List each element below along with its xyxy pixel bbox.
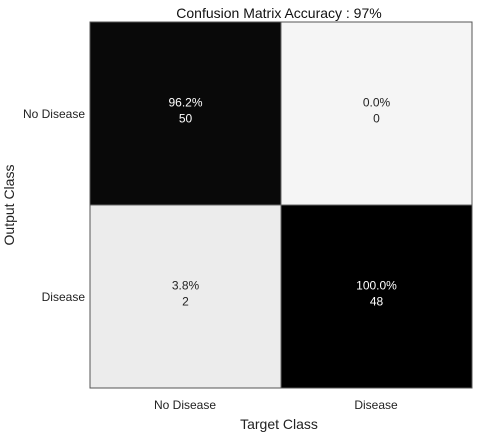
cell-percent-r0-c1: 0.0% [363,96,391,110]
x-tick-disease: Disease [354,398,398,412]
chart-title: Confusion Matrix Accuracy : 97% [176,5,381,21]
cell-count-r1-c0: 2 [182,295,189,309]
matrix-cell-r1-c1 [280,204,473,389]
cell-count-r0-c1: 0 [373,112,380,126]
matrix-cell-r0-c1 [280,21,473,206]
x-tick-no-disease: No Disease [154,398,216,412]
y-tick-disease: Disease [42,290,86,304]
matrix-frame [89,21,473,389]
matrix-cell-r1-c0 [89,204,282,389]
cell-count-r1-c1: 48 [370,295,384,309]
x-axis-label: Target Class [240,416,318,432]
cell-percent-r1-c1: 100.0% [356,279,397,293]
cell-percent-r0-c0: 96.2% [168,96,202,110]
y-tick-no-disease: No Disease [23,107,85,121]
matrix-cell-r0-c0 [89,21,282,206]
cell-count-r0-c0: 50 [179,112,193,126]
matrix-cells: 96.2% 50 0.0% 0 3.8% 2 100.0% 48 [89,21,473,389]
y-axis-label: Output Class [1,165,17,246]
cell-percent-r1-c0: 3.8% [172,279,200,293]
